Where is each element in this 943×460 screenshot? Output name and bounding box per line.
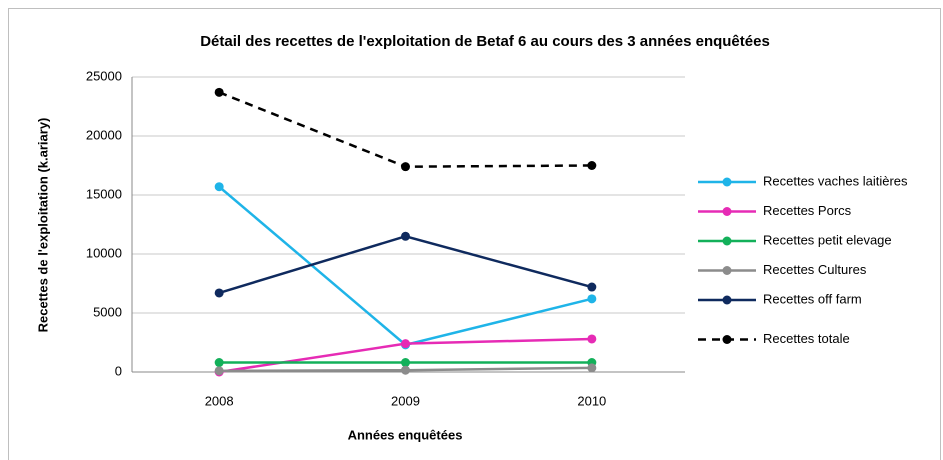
legend-marker (722, 236, 732, 246)
data-point (587, 363, 597, 373)
data-point (401, 162, 410, 172)
data-point (587, 294, 597, 304)
data-point (587, 282, 597, 292)
legend-label: Recettes Cultures (763, 262, 867, 277)
legend-label: Recettes vaches laitières (763, 173, 908, 188)
y-tick-label: 25000 (86, 68, 122, 83)
legend-marker (722, 266, 732, 275)
legend-label: Recettes Porcs (763, 203, 852, 218)
data-point (214, 182, 224, 192)
data-point (214, 87, 224, 97)
data-point (214, 358, 224, 368)
data-point (401, 339, 410, 349)
legend-marker (722, 177, 732, 187)
legend-marker (722, 295, 732, 305)
legend-label: Recettes totale (763, 331, 850, 346)
y-tick-label: 15000 (86, 186, 122, 201)
y-axis-label: Recettes de l'exploitation (k.ariary) (35, 118, 50, 333)
y-tick-label: 5000 (93, 304, 122, 319)
series-line (218, 185, 593, 347)
legend-label: Recettes off farm (763, 291, 862, 306)
y-tick-label: 10000 (86, 245, 122, 260)
legend-label: Recettes petit elevage (763, 232, 892, 247)
y-tick-label: 0 (115, 363, 122, 378)
data-point (401, 231, 410, 241)
series-line (218, 91, 592, 168)
chart-title: Détail des recettes de l'exploitation de… (200, 33, 770, 50)
legend-marker (722, 335, 732, 344)
data-point (587, 334, 597, 344)
data-point (214, 288, 224, 298)
x-axis-label: Années enquêtées (348, 427, 463, 442)
data-point (401, 358, 410, 368)
legend-marker (722, 207, 732, 216)
data-point (214, 366, 224, 376)
data-point (587, 161, 597, 170)
y-tick-label: 20000 (86, 127, 122, 142)
data-point (401, 365, 410, 375)
series-line (218, 234, 593, 295)
x-tick-label: 2008 (205, 393, 234, 408)
x-tick-label: 2009 (391, 393, 420, 408)
chart-frame (8, 8, 941, 460)
x-tick-label: 2010 (577, 393, 606, 408)
